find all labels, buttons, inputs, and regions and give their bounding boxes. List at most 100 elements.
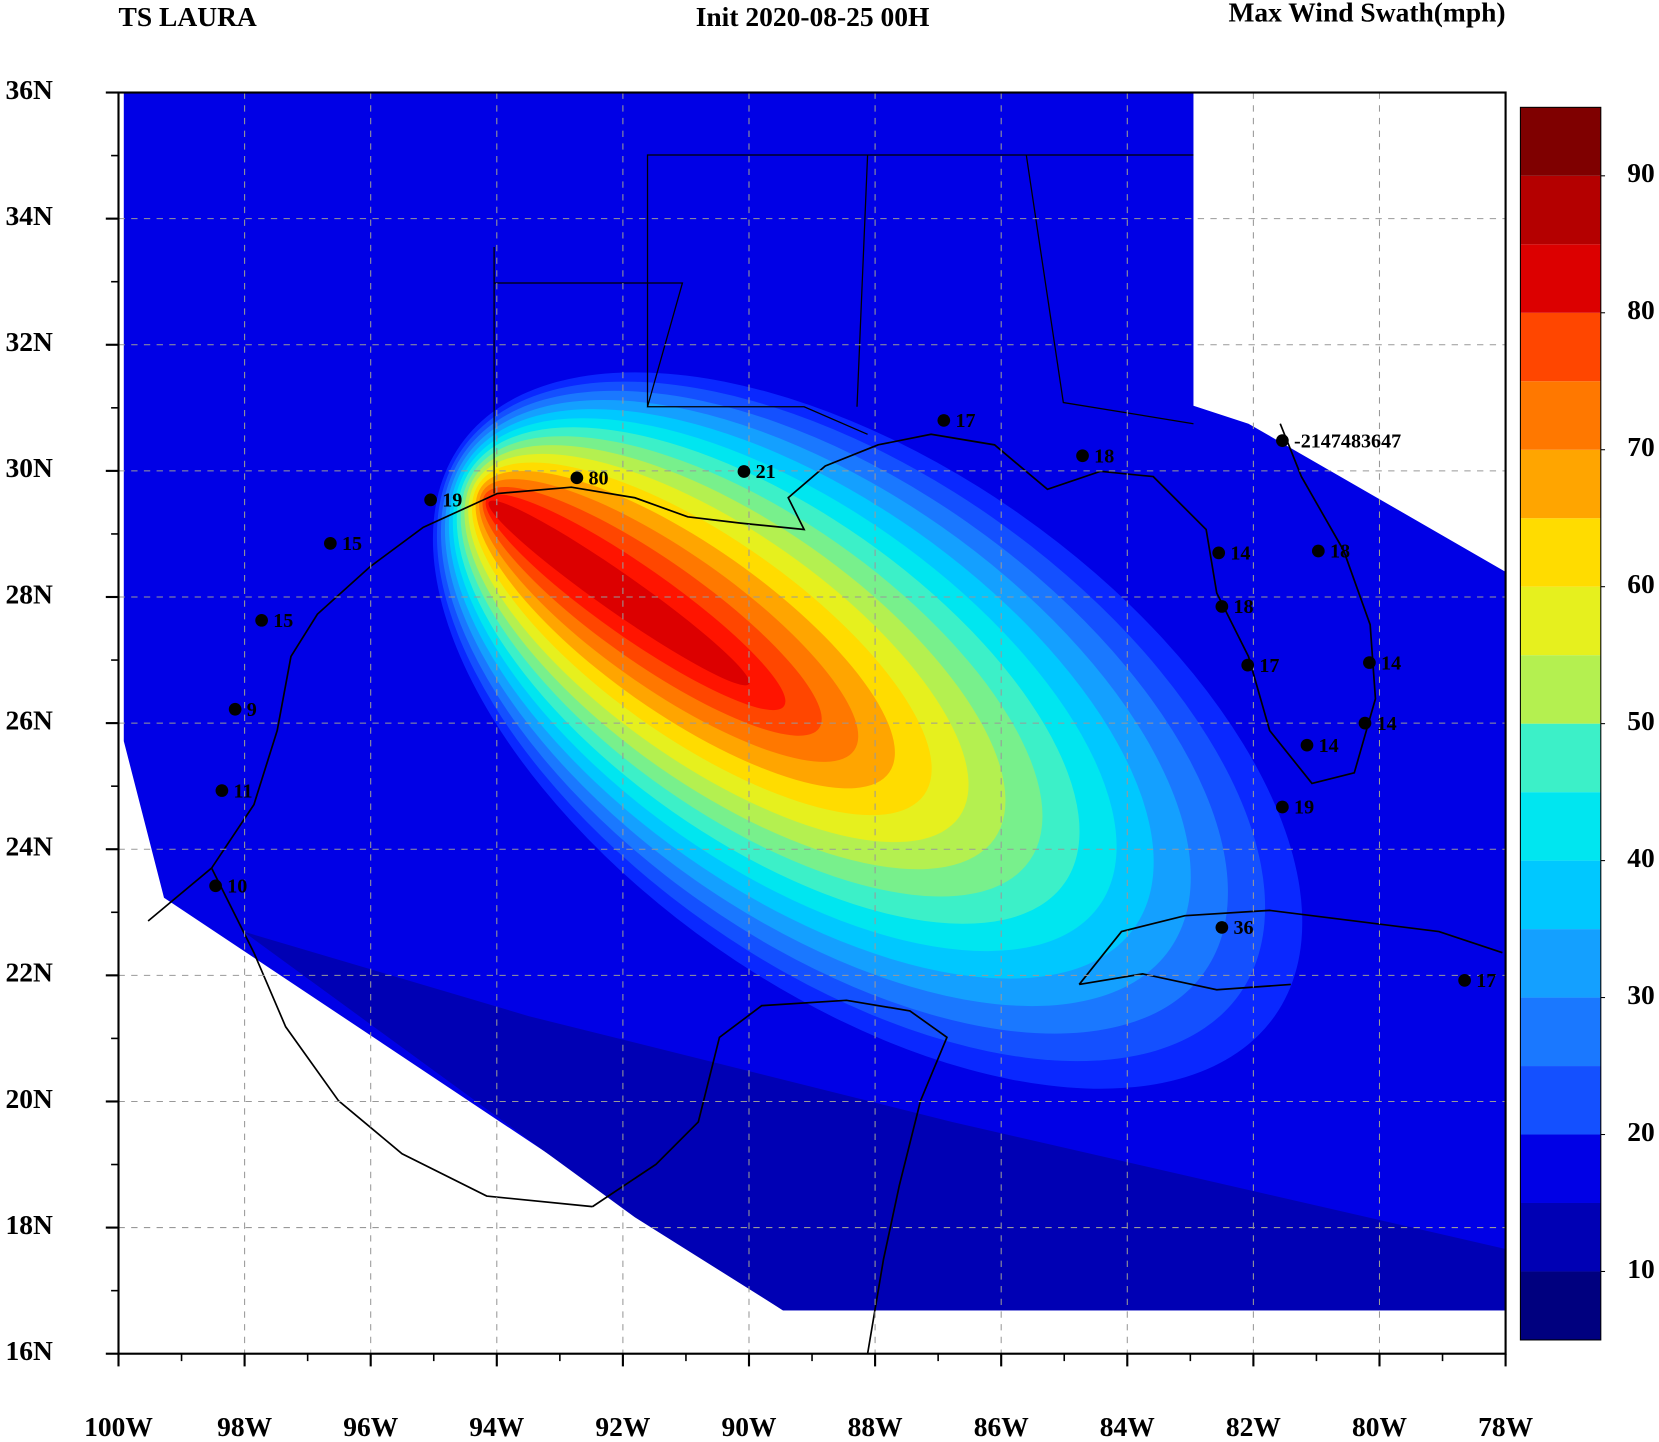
x-tick-label: 80W [1352,1411,1408,1442]
station-dot [937,414,951,427]
grid [118,92,1506,1354]
station-value: 18 [1094,445,1114,467]
x-tick-label: 82W [1226,1411,1282,1442]
station-value: 18 [1234,596,1254,618]
station-value: 15 [273,610,293,632]
colorbar-band [1520,312,1601,382]
x-tick-label: 90W [721,1411,777,1442]
colorbar-label: 90 [1627,157,1655,188]
station-dot [424,493,437,507]
station-value: 17 [1476,970,1496,992]
colorbar-band [1520,586,1601,656]
yucatan-coast [592,999,948,1354]
station-value: 18 [1330,541,1350,563]
station-value: 14 [1319,735,1339,757]
station-value: 17 [1259,655,1279,677]
station-value: 14 [1230,543,1250,565]
station-dot [1276,434,1289,447]
colorbar-band [1520,1066,1601,1135]
station-value: 19 [1294,797,1314,819]
station-dot [209,879,222,893]
x-tick-label: 86W [974,1411,1030,1442]
station-dot [255,613,268,627]
stations: 80 21 17 18 -2147483647 19 15 15 9 11 10 14 18 18 17 14… [209,410,1496,992]
gulf-coast [147,423,1377,922]
station-value: 10 [227,876,247,898]
wind-field [123,92,1506,1311]
init-time: Init 2020-08-25 00H [696,1,930,32]
colorbar-band [1520,1271,1601,1340]
station-dot [1300,738,1314,752]
x-tick-label: 94W [469,1411,525,1442]
colorbar-band [1520,381,1601,450]
station-dot [1076,449,1089,463]
colorbar-label: 80 [1627,294,1655,325]
colorbar-label: 70 [1627,431,1655,462]
station-value: 15 [342,533,362,555]
x-tick-label: 88W [848,1411,904,1442]
y-tick-label: 26N [6,704,54,735]
colorbar-band [1520,723,1601,793]
colorbar-label: 10 [1627,1253,1655,1284]
station-dot [1215,600,1229,613]
axes: 100W 98W 96W 94W 92W 90W 88W 86W 84W 82W 80W 78W 16N… [6,74,1534,1442]
colorbar-label: 50 [1627,705,1655,736]
domain-south [243,931,1506,1311]
station-dot [1212,546,1226,560]
y-tick-label: 18N [6,1209,54,1240]
y-tick-label: 22N [6,957,54,988]
colorbar-band [1520,244,1601,313]
colorbar-label: 40 [1627,842,1655,873]
colorbar-band [1520,997,1601,1067]
station-dot [215,784,229,797]
colorbar-band [1520,175,1601,245]
state-lines [493,154,1194,494]
colorbar-band [1520,1202,1601,1272]
station-dot [1276,800,1289,814]
y-tick-label: 20N [6,1083,54,1114]
station-dot [1215,921,1229,934]
mexico-coast [210,867,593,1208]
x-tick-label: 92W [595,1411,651,1442]
station-value: -2147483647 [1294,430,1401,452]
x-tick-label: 100W [84,1411,153,1442]
station-dot [1363,656,1376,669]
station-value: 17 [955,410,975,432]
colorbar-label: 20 [1627,1116,1655,1147]
station-value: 11 [234,780,253,802]
station-value: 19 [442,490,462,512]
swath-contour [488,500,750,686]
colorbar-label: 30 [1627,979,1655,1010]
y-tick-label: 32N [6,326,54,357]
x-tick-label: 78W [1478,1411,1534,1442]
station-dot [737,465,751,478]
station-value: 14 [1377,713,1397,735]
station-dot [1458,974,1471,987]
product-title: Max Wind Swath(mph) [1228,0,1505,28]
station-value: 80 [589,468,609,490]
y-tick-label: 16N [6,1335,54,1366]
colorbar-band [1520,929,1601,998]
station-dot [1311,544,1325,558]
station-dot [570,471,584,485]
station-dot [228,702,242,716]
colorbar-band [1520,655,1601,724]
station-value: 21 [756,461,776,483]
x-tick-label: 96W [343,1411,399,1442]
station-dot [1241,658,1255,672]
colorbar-band [1520,107,1601,176]
coastlines [147,154,1503,1354]
x-tick-label: 98W [217,1411,272,1442]
station-value: 14 [1381,652,1401,674]
y-tick-label: 24N [6,831,54,862]
colorbar-band [1520,1134,1601,1203]
y-tick-label: 36N [6,74,54,105]
colorbar-band [1520,449,1601,519]
station-value: 9 [247,699,257,721]
colorbar-band [1520,860,1601,930]
y-tick-label: 28N [6,578,54,609]
station-dot [1358,716,1372,730]
x-tick-label: 84W [1100,1411,1156,1442]
